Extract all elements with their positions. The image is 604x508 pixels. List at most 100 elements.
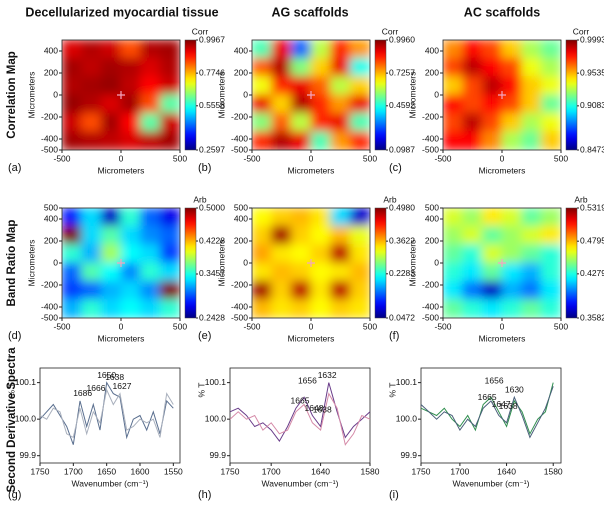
- heatmap-cell: [481, 244, 503, 264]
- heatmap: [62, 208, 180, 318]
- heatmap-cell: [349, 40, 370, 59]
- heatmap-cell: [501, 57, 523, 78]
- y-tick-label: 100.1: [205, 377, 227, 387]
- heatmap: [443, 208, 561, 318]
- heatmap-cells: [62, 208, 180, 318]
- heatmap-cell: [540, 76, 561, 96]
- colorbar-tick-label: 0.7257: [389, 67, 415, 77]
- heatmap-cell: [252, 280, 273, 301]
- x-axis-label: Wavenumber (cm⁻¹): [262, 478, 339, 488]
- colorbar-tick-label: 0.9535: [580, 67, 604, 77]
- heatmap-cell: [349, 225, 370, 246]
- heatmap-cell: [330, 244, 351, 264]
- heatmap-cell: [349, 244, 370, 264]
- heatmap-cell: [443, 57, 464, 78]
- heatmap-cell: [159, 244, 180, 264]
- heatmap-cell: [252, 208, 273, 227]
- x-tick-label: 1580: [361, 466, 380, 476]
- colorbar-tick-label: 0.0987: [389, 144, 415, 154]
- center-marker: [117, 91, 125, 99]
- heatmap-cell: [462, 280, 483, 301]
- heatmap-cell: [290, 112, 312, 133]
- peak-label: 1648: [305, 403, 324, 413]
- y-tick-label: -500: [231, 312, 248, 322]
- y-tick-label: -200: [41, 279, 58, 289]
- heatmap-cells: [252, 208, 370, 318]
- x-tick-label: 1750: [412, 466, 431, 476]
- heatmap-cell: [349, 112, 370, 133]
- y-tick-label: 100.1: [15, 377, 37, 387]
- peak-label: 1647: [492, 399, 511, 409]
- y-tick-label: 400: [425, 45, 439, 55]
- colorbar-tick-label: 0.5000: [199, 202, 225, 212]
- heatmap-cell: [521, 225, 542, 246]
- heatmap-cell: [81, 131, 102, 150]
- x-axis-label: Micrometers: [479, 333, 526, 343]
- heatmap-cell: [140, 299, 161, 318]
- heatmap-cell: [290, 40, 312, 59]
- plot-frame: [229, 367, 371, 464]
- heatmap-cell: [481, 299, 503, 318]
- row-title: Second Derivative Spectra: [6, 347, 18, 493]
- heatmap-cell: [290, 262, 312, 282]
- colorbar-tick-label: 0.2597: [199, 144, 225, 154]
- heatmap-cell: [521, 262, 542, 282]
- panel-label: (d): [8, 330, 21, 342]
- heatmap-cell: [271, 131, 292, 150]
- heatmap-cell: [330, 94, 351, 114]
- heatmap-cell: [290, 225, 312, 246]
- heatmap-cell: [349, 76, 370, 96]
- heatmap-cell: [252, 94, 273, 114]
- heatmap-cell: [62, 244, 83, 264]
- heatmap-cell: [120, 94, 142, 114]
- heatmap-cell: [521, 94, 542, 114]
- x-tick-label: 0: [119, 153, 124, 163]
- heatmap-cell: [100, 112, 122, 133]
- peak-label: 1666: [87, 383, 106, 393]
- heatmap-cell: [540, 131, 561, 150]
- heatmap-cell: [159, 299, 180, 318]
- heatmap-cell: [349, 131, 370, 150]
- y-tick-label: 200: [44, 67, 58, 77]
- y-axis-label: Micrometers: [26, 72, 36, 119]
- x-tick-label: -500: [243, 153, 260, 163]
- peak-label: 1656: [485, 375, 504, 385]
- heatmap-cell: [443, 225, 464, 246]
- heatmap-cell: [443, 280, 464, 301]
- heatmap-cell: [271, 244, 292, 264]
- peak-label: 1638: [105, 372, 124, 382]
- y-tick-label: -400: [41, 301, 58, 311]
- y-tick-label: 200: [234, 67, 248, 77]
- center-marker: [498, 259, 506, 267]
- heatmap-cell: [271, 299, 292, 318]
- spectrum-line: [229, 392, 371, 446]
- x-tick-label: 500: [554, 321, 568, 331]
- heatmap-cell: [501, 131, 523, 150]
- colorbar-tick-label: 0.3622: [389, 235, 415, 245]
- heatmap-cell: [310, 40, 332, 59]
- y-tick-label: 0: [434, 89, 439, 99]
- heatmap-cell: [330, 76, 351, 96]
- peak-label: 1638: [313, 405, 332, 415]
- heatmap-cell: [521, 57, 542, 78]
- heatmap-cell: [521, 208, 542, 227]
- colorbar-tick-label: 0.5558: [199, 100, 225, 110]
- colorbar-tick-label: 0.3457: [199, 268, 225, 278]
- colorbar: [565, 39, 578, 151]
- colorbar-tick-label: 0.9993: [580, 34, 604, 44]
- x-tick-label: 1640: [497, 466, 516, 476]
- heatmap-cell: [330, 280, 351, 301]
- heatmap-cell: [62, 76, 83, 96]
- heatmap-cells: [443, 40, 561, 150]
- heatmap-cell: [252, 244, 273, 264]
- y-tick-label: 99.9: [19, 450, 36, 460]
- heatmap-cell: [540, 225, 561, 246]
- heatmap-cell: [252, 225, 273, 246]
- x-tick-label: 1650: [97, 466, 116, 476]
- x-tick-label: 0: [500, 153, 505, 163]
- y-tick-label: -200: [422, 279, 439, 289]
- heatmap-cell: [481, 76, 503, 96]
- x-tick-label: -500: [434, 321, 451, 331]
- x-tick-label: 1750: [221, 466, 240, 476]
- row-title: Band Ratio Map: [6, 220, 18, 307]
